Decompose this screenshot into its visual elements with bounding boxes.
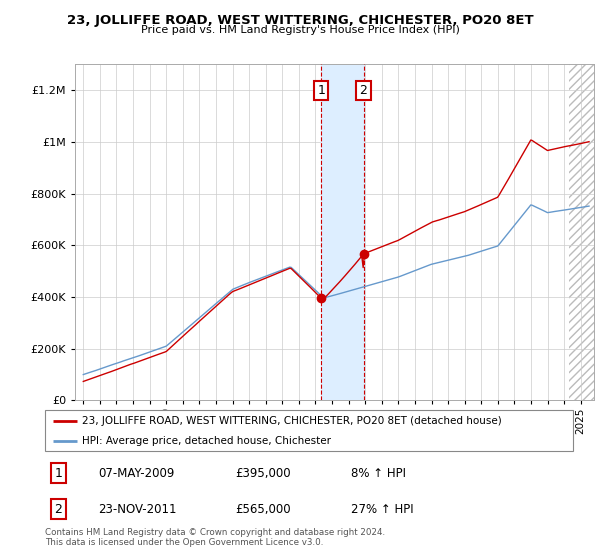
Text: 23-NOV-2011: 23-NOV-2011 xyxy=(98,503,176,516)
Text: 2: 2 xyxy=(359,84,367,97)
Text: 23, JOLLIFFE ROAD, WEST WITTERING, CHICHESTER, PO20 8ET (detached house): 23, JOLLIFFE ROAD, WEST WITTERING, CHICH… xyxy=(82,416,502,426)
Text: 23, JOLLIFFE ROAD, WEST WITTERING, CHICHESTER, PO20 8ET: 23, JOLLIFFE ROAD, WEST WITTERING, CHICH… xyxy=(67,14,533,27)
Text: Price paid vs. HM Land Registry's House Price Index (HPI): Price paid vs. HM Land Registry's House … xyxy=(140,25,460,35)
Text: 27% ↑ HPI: 27% ↑ HPI xyxy=(351,503,414,516)
Text: £395,000: £395,000 xyxy=(235,467,291,480)
Text: 07-MAY-2009: 07-MAY-2009 xyxy=(98,467,174,480)
Text: 8% ↑ HPI: 8% ↑ HPI xyxy=(351,467,406,480)
Text: 1: 1 xyxy=(54,467,62,480)
FancyBboxPatch shape xyxy=(45,410,573,451)
Text: 2: 2 xyxy=(54,503,62,516)
Bar xyxy=(569,64,594,400)
Text: HPI: Average price, detached house, Chichester: HPI: Average price, detached house, Chic… xyxy=(82,436,331,446)
Bar xyxy=(321,64,364,400)
Text: 1: 1 xyxy=(317,84,325,97)
Text: Contains HM Land Registry data © Crown copyright and database right 2024.
This d: Contains HM Land Registry data © Crown c… xyxy=(45,528,385,547)
Text: £565,000: £565,000 xyxy=(235,503,291,516)
